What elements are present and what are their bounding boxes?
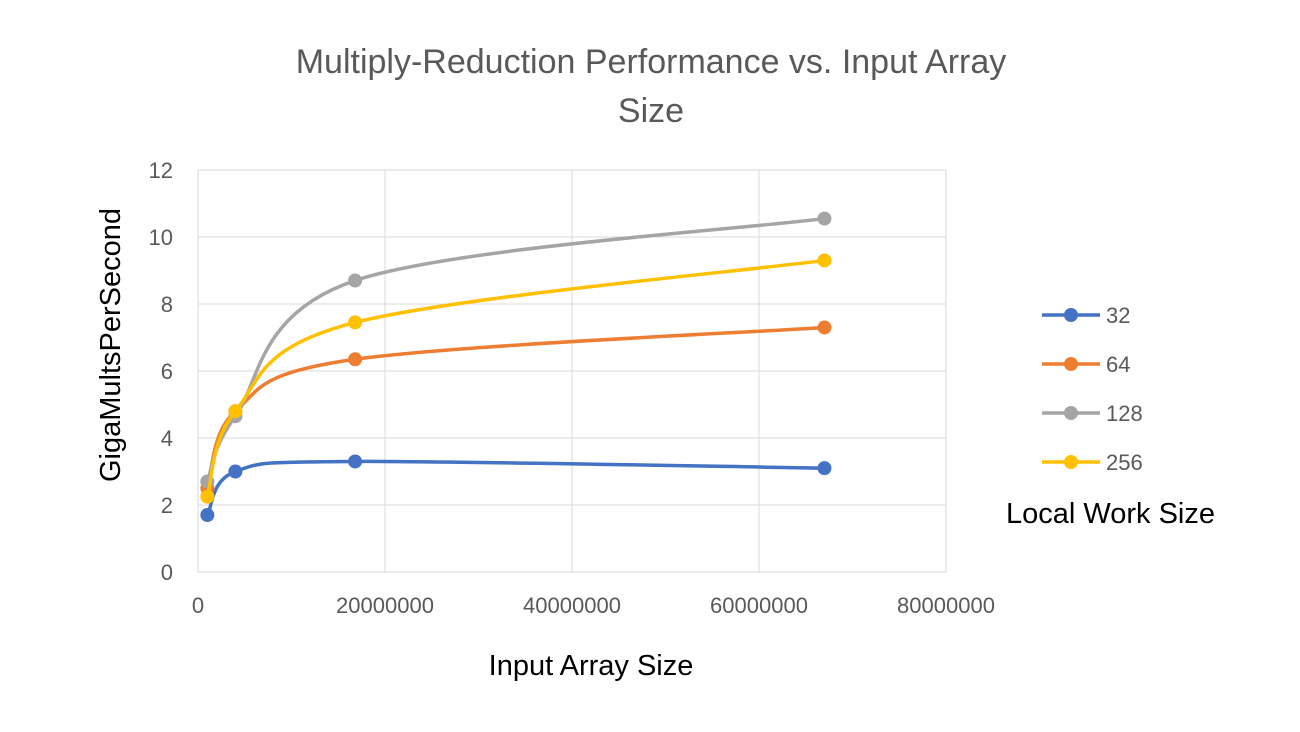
y-axis-title: GigaMultsPerSecond bbox=[95, 208, 127, 482]
x-tick-label: 60000000 bbox=[710, 593, 808, 618]
series-line-128 bbox=[205, 216, 827, 484]
y-tick-label: 12 bbox=[149, 158, 173, 183]
legend-label: 64 bbox=[1106, 352, 1130, 377]
legend-marker bbox=[1064, 308, 1078, 322]
y-tick-label: 6 bbox=[161, 359, 173, 384]
y-tick-label: 0 bbox=[161, 560, 173, 585]
legend-item-256: 256 bbox=[1042, 450, 1143, 475]
series-lines bbox=[200, 211, 832, 523]
data-point bbox=[817, 320, 832, 335]
y-tick-label: 2 bbox=[161, 493, 173, 518]
chart-title-line-1: Multiply-Reduction Performance vs. Input… bbox=[296, 43, 1007, 81]
gridlines bbox=[197, 169, 947, 573]
x-axis-ticks: 0 20000000 40000000 60000000 80000000 bbox=[192, 593, 995, 618]
data-point bbox=[348, 273, 363, 288]
legend-label: 256 bbox=[1106, 450, 1143, 475]
data-point bbox=[817, 211, 832, 226]
legend-marker bbox=[1064, 357, 1078, 371]
x-tick-label: 40000000 bbox=[523, 593, 621, 618]
legend-label: 128 bbox=[1106, 401, 1143, 426]
legend-marker bbox=[1064, 406, 1078, 420]
x-tick-label: 20000000 bbox=[336, 593, 434, 618]
series-line-256 bbox=[205, 258, 827, 499]
legend: 32 64 128 256 bbox=[1042, 303, 1143, 475]
series-128 bbox=[200, 211, 832, 489]
data-point bbox=[200, 508, 215, 523]
legend-title: Local Work Size bbox=[1006, 498, 1215, 530]
data-point bbox=[817, 253, 832, 268]
x-tick-label: 0 bbox=[192, 593, 204, 618]
data-point bbox=[200, 489, 215, 504]
chart-title-line-2: Size bbox=[618, 92, 684, 130]
series-256 bbox=[200, 253, 832, 504]
data-point bbox=[817, 461, 832, 476]
data-point bbox=[348, 315, 363, 330]
data-point bbox=[348, 352, 363, 367]
legend-label: 32 bbox=[1106, 303, 1130, 328]
y-axis-ticks: 0 2 4 6 8 10 12 bbox=[149, 158, 173, 585]
series-32 bbox=[200, 454, 832, 523]
y-tick-label: 8 bbox=[161, 292, 173, 317]
legend-item-128: 128 bbox=[1042, 401, 1143, 426]
legend-item-32: 32 bbox=[1042, 303, 1130, 328]
series-line-32 bbox=[205, 459, 827, 517]
data-point bbox=[228, 464, 243, 479]
x-axis-title: Input Array Size bbox=[489, 650, 694, 682]
data-point bbox=[228, 404, 243, 419]
legend-marker bbox=[1064, 455, 1078, 469]
y-tick-label: 10 bbox=[149, 225, 173, 250]
legend-item-64: 64 bbox=[1042, 352, 1130, 377]
data-point bbox=[348, 454, 363, 469]
x-tick-label: 80000000 bbox=[897, 593, 995, 618]
y-tick-label: 4 bbox=[161, 426, 173, 451]
chart-title: Multiply-Reduction Performance vs. Input… bbox=[296, 43, 1007, 130]
